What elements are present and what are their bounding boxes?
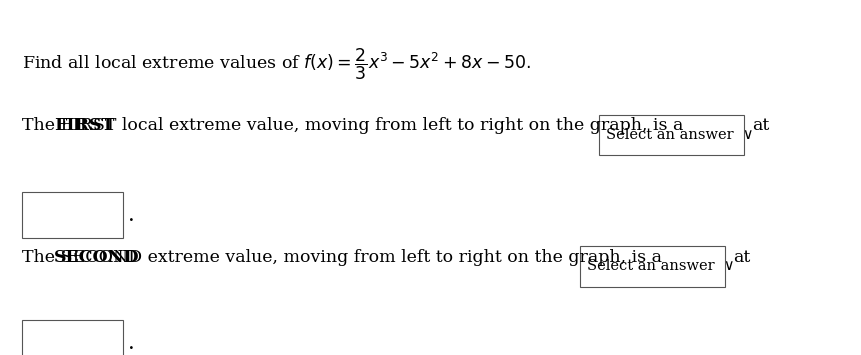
FancyBboxPatch shape <box>22 192 123 238</box>
Text: SECOND: SECOND <box>54 248 139 266</box>
Text: The SECOND extreme value, moving from left to right on the graph, is a: The SECOND extreme value, moving from le… <box>22 248 660 266</box>
FancyBboxPatch shape <box>22 320 123 355</box>
Text: The FIRST local extreme value, moving from left to right on the graph, is a: The FIRST local extreme value, moving fr… <box>22 117 682 134</box>
Text: Select an answer  ∨: Select an answer ∨ <box>586 260 734 273</box>
FancyBboxPatch shape <box>579 246 724 287</box>
Text: FIRST: FIRST <box>54 117 115 134</box>
Text: at: at <box>752 117 769 134</box>
Text: Select an answer  ∨: Select an answer ∨ <box>605 128 753 142</box>
FancyBboxPatch shape <box>598 115 743 155</box>
Text: at: at <box>733 248 750 266</box>
Text: .: . <box>128 332 135 354</box>
Text: Find all local extreme values of $f(x) = \dfrac{2}{3}x^3 - 5x^2 + 8x - 50.$: Find all local extreme values of $f(x) =… <box>22 46 530 82</box>
Text: .: . <box>128 204 135 226</box>
